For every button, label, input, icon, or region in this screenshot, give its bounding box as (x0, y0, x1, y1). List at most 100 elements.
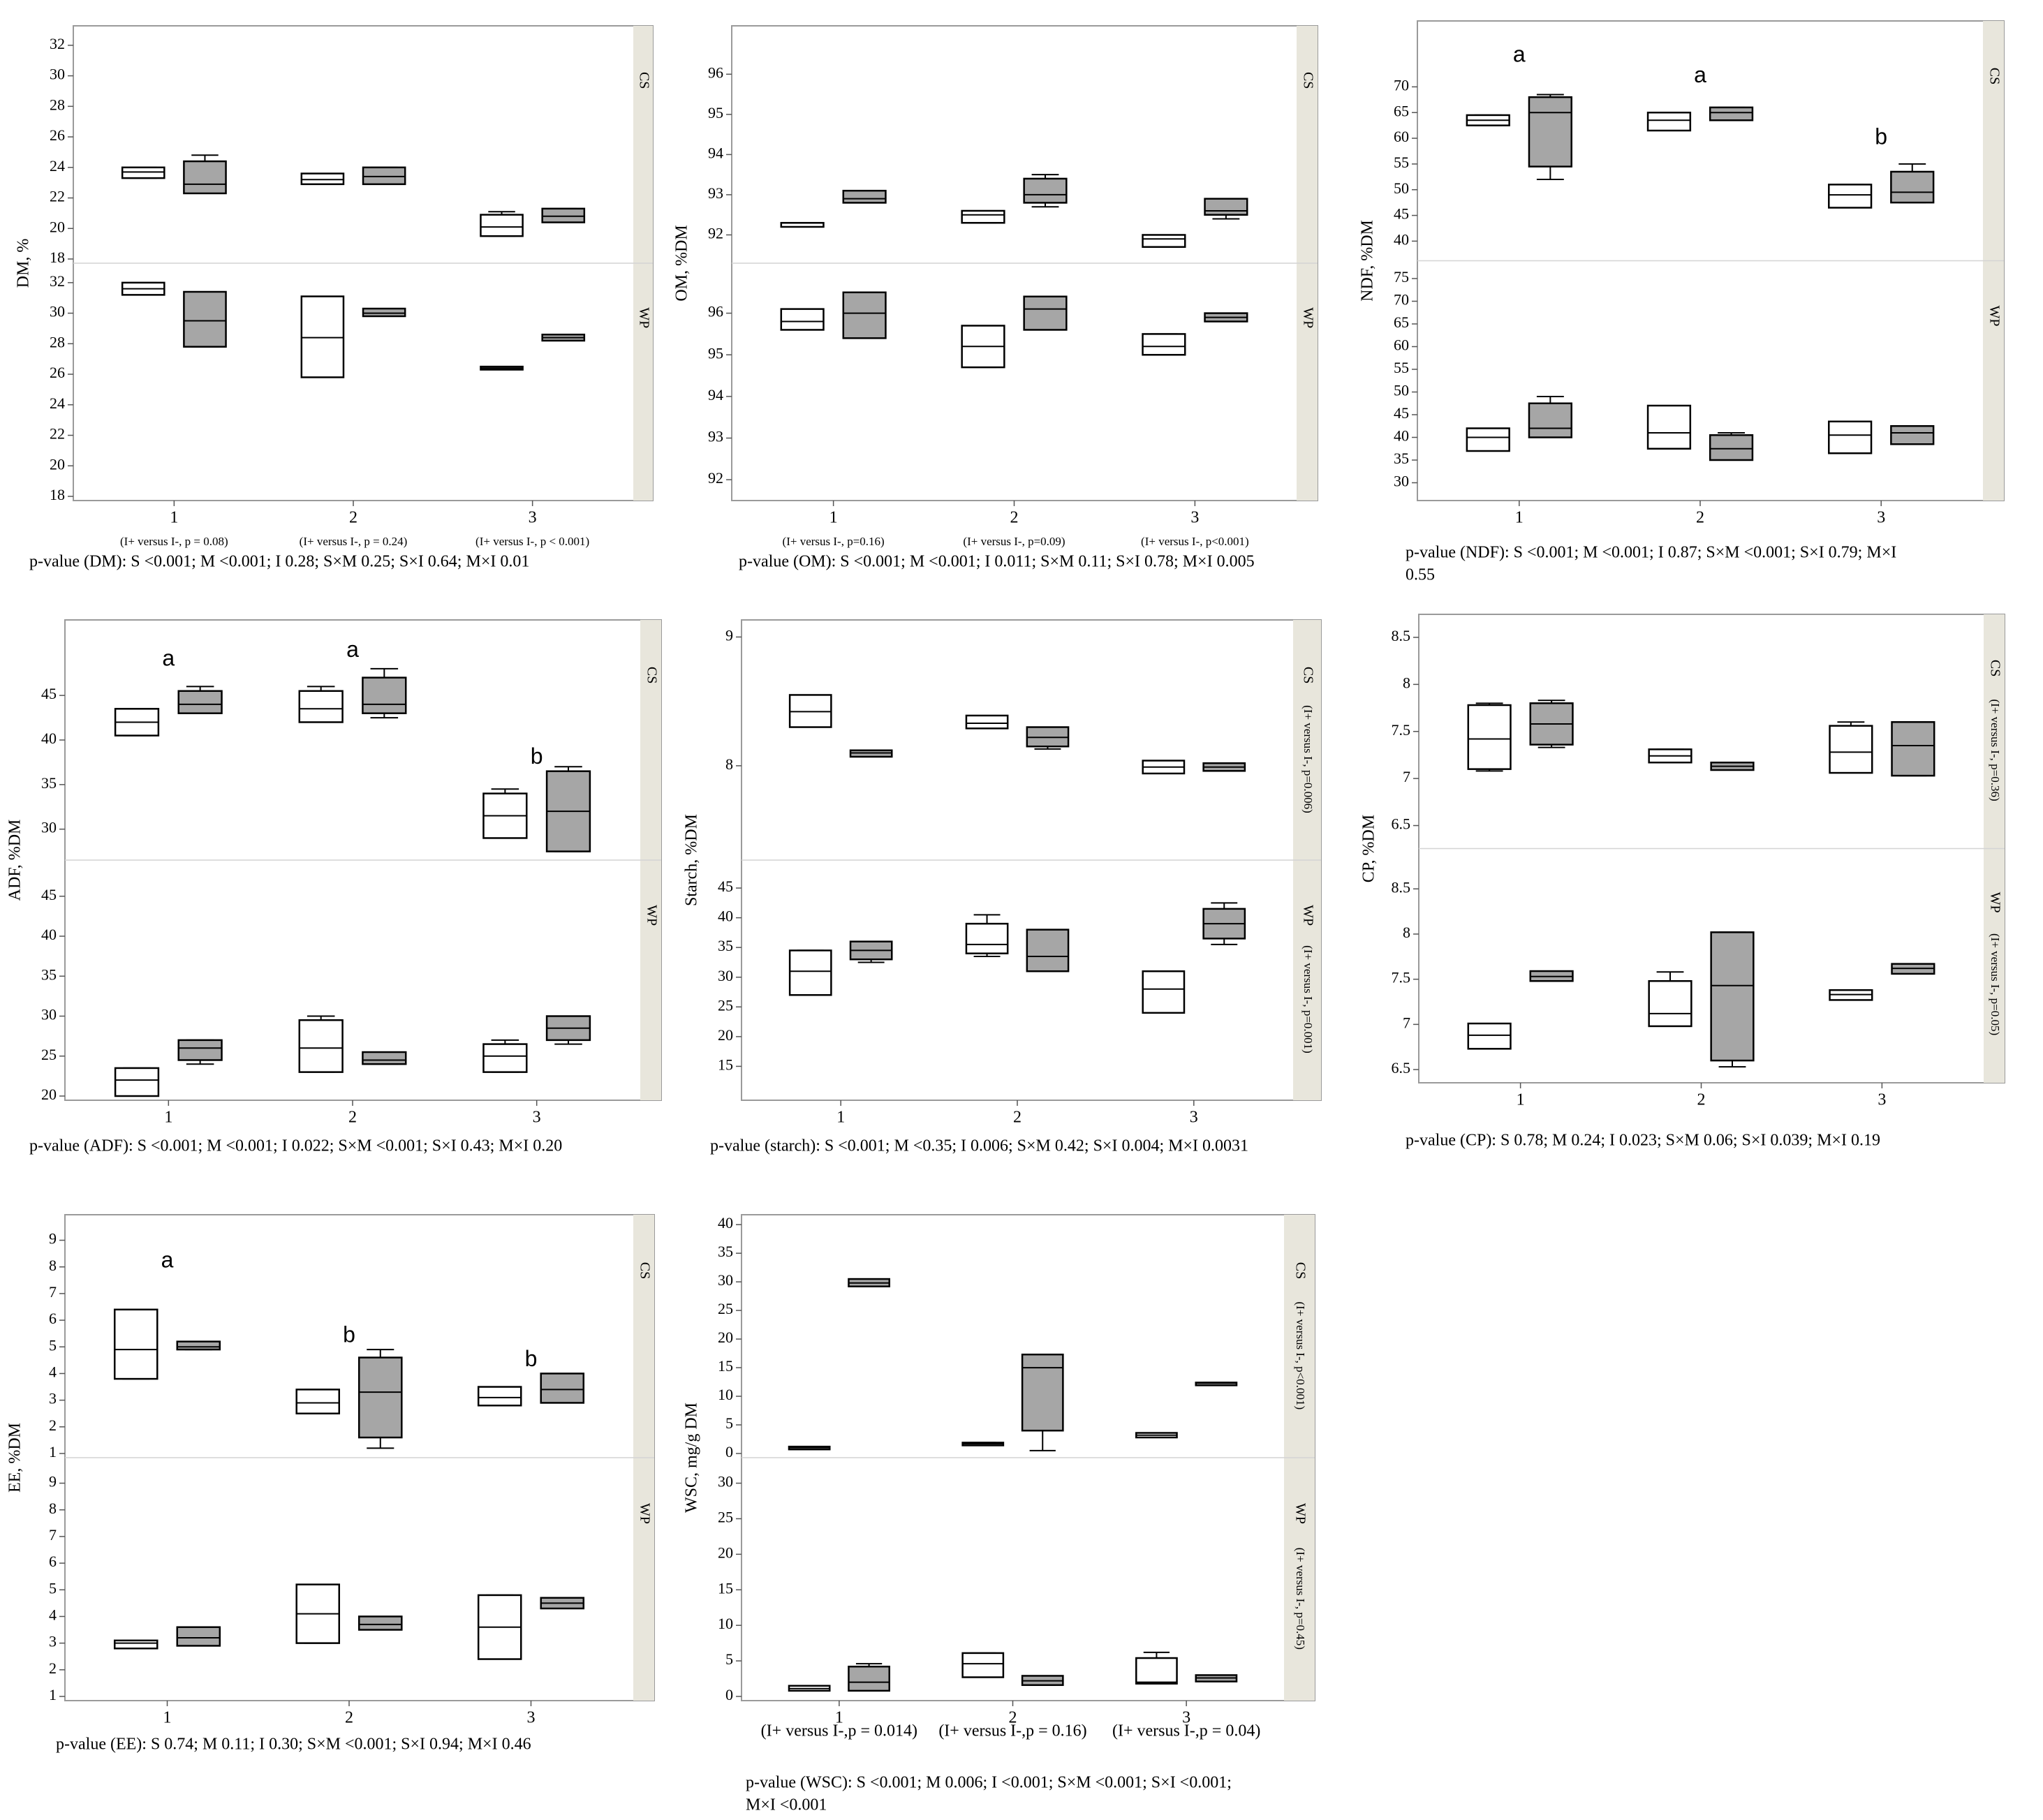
strip-label: CS (1300, 72, 1315, 89)
y-tick-label: 3 (49, 1390, 57, 1407)
box-iqr (965, 714, 1009, 730)
box-iqr (1829, 725, 1873, 774)
panel-strip (1284, 1215, 1315, 1458)
box-Iminus (1710, 931, 1755, 1068)
panel-strip (633, 263, 653, 501)
box-iqr (961, 1652, 1005, 1678)
y-tick-label: 18 (50, 486, 65, 503)
significance-letter: b (1875, 124, 1887, 149)
strip-label: WP (1300, 905, 1315, 926)
y-tick-label: 95 (708, 344, 723, 362)
box-Iminus (357, 1349, 403, 1449)
box-iqr (298, 690, 344, 723)
y-tick-label: 0 (725, 1686, 733, 1703)
strip-label: (I+ versus I-, p=0.45) (1294, 1548, 1307, 1650)
box-Iminus (1026, 929, 1070, 972)
box-iqr (1466, 427, 1510, 452)
box-Iplus (114, 1067, 160, 1097)
significance-letter: a (161, 1248, 174, 1273)
panel-wp: WP 20 25 30 35 40 45 (41, 860, 661, 1103)
strip-label: CS (1292, 1262, 1308, 1279)
box-Iplus (1646, 404, 1692, 450)
panel-cs: CS (I+ versus I-, p=0.36) 6.5 7 7.5 8 8.5 (1392, 614, 2005, 849)
significance-letter: b (531, 743, 543, 769)
significance-letter: a (1513, 42, 1526, 67)
box-iqr (1828, 420, 1873, 454)
y-tick-label: 70 (1394, 291, 1409, 309)
y-axis-label: NDF, %DM (1359, 220, 1377, 302)
y-tick-label: 28 (50, 333, 65, 350)
box-iqr (1467, 1022, 1512, 1050)
y-tick-label: 40 (1394, 427, 1409, 445)
y-tick-label: 1 (49, 1686, 57, 1703)
x-tick-label: 2 (345, 1709, 353, 1727)
box-Iplus (295, 1583, 341, 1644)
y-tick-label: 95 (708, 104, 723, 121)
strip-label: WP (637, 1503, 652, 1524)
box-Iminus (1204, 312, 1248, 323)
box-Iplus (1828, 420, 1873, 454)
box-Iplus (295, 1389, 341, 1414)
y-tick-label: 40 (718, 908, 733, 925)
box-iqr (362, 676, 407, 714)
panel-cs: CS 92 93 94 95 96 (708, 26, 1318, 263)
box-iqr (295, 1389, 341, 1414)
x-tick-label: 2 (349, 509, 357, 527)
box-iqr (1710, 931, 1755, 1062)
box-iqr (1142, 970, 1186, 1014)
box-Iminus (357, 1615, 403, 1631)
p-value-caption: p-value (EE): S 0.74; M 0.11; I 0.30; S×… (56, 1736, 531, 1754)
box-Iplus (788, 1445, 831, 1451)
box-Iminus (1529, 700, 1574, 748)
x-note: (I+ versus I-, p<0.001) (1141, 535, 1249, 548)
strip-label: CS (1986, 68, 2002, 84)
p-value-caption: M×I <0.001 (746, 1796, 827, 1814)
panel-cs: CS (I+ versus I-, p<0.001) 0 5 10 15 20 25 30 35 4… (718, 1214, 1315, 1460)
panel-cs: CS 18 20 22 24 26 28 30 32 (50, 26, 653, 266)
y-tick-label: 18 (50, 249, 65, 266)
box-iqr (480, 214, 524, 237)
x-tick-label: 3 (1877, 509, 1885, 527)
y-axis-label: WSC, mg/g DM (683, 1403, 701, 1513)
panel-wp: WP 18 20 22 24 26 28 30 32 (50, 263, 653, 503)
x-tick-label: 2 (348, 1109, 357, 1127)
box-Iminus (1195, 1674, 1238, 1682)
x-note: (I+ versus I-, p < 0.001) (475, 535, 589, 548)
box-Iplus (961, 1442, 1005, 1447)
strip-label: (I+ versus I-, p=0.006) (1301, 705, 1315, 813)
box-Iplus (1646, 111, 1692, 132)
strip-label: (I+ versus I-, p=0.05) (1989, 933, 2002, 1035)
y-tick-label: 8 (1403, 674, 1410, 691)
y-tick-label: 8 (1403, 924, 1410, 941)
y-tick-label: 7 (1403, 1014, 1410, 1031)
box-Iminus (849, 749, 893, 758)
panel-strip (1297, 26, 1318, 263)
box-iqr (362, 166, 406, 186)
box-Iminus (541, 333, 586, 342)
box-Iplus (477, 1594, 522, 1660)
y-tick-label: 30 (41, 1006, 57, 1023)
box-iqr (300, 172, 345, 186)
panel-wp: WP 92 93 94 95 96 (708, 263, 1318, 501)
y-tick-label: 60 (1394, 336, 1409, 354)
x-tick-label: 3 (1190, 509, 1199, 527)
box-iqr (1142, 234, 1186, 248)
y-tick-label: 25 (718, 1300, 733, 1317)
y-tick-label: 5 (49, 1579, 57, 1597)
box-Iplus (1829, 721, 1873, 774)
strip-label: CS (1300, 667, 1315, 683)
y-tick-label: 22 (50, 188, 65, 205)
box-Iminus (1709, 106, 1754, 121)
box-Iminus (1202, 762, 1246, 772)
panel-strip (1293, 620, 1321, 860)
panel-wp: WP (I+ versus I-, p=0.05) 6.5 7 7.5 8 8.5 (1392, 848, 2005, 1083)
significance-letter: b (525, 1346, 538, 1371)
box-Iplus (1142, 333, 1186, 356)
chart-om: CS 92 93 94 95 96 WP 92 93 94 95 96 1 2 3 (I+ versus I-… (673, 25, 1318, 571)
box-Iplus (298, 686, 344, 723)
box-Iplus (1142, 234, 1186, 248)
box-Iplus (113, 1639, 158, 1650)
panel-strip (1293, 860, 1321, 1100)
box-Iminus (1021, 1675, 1064, 1686)
